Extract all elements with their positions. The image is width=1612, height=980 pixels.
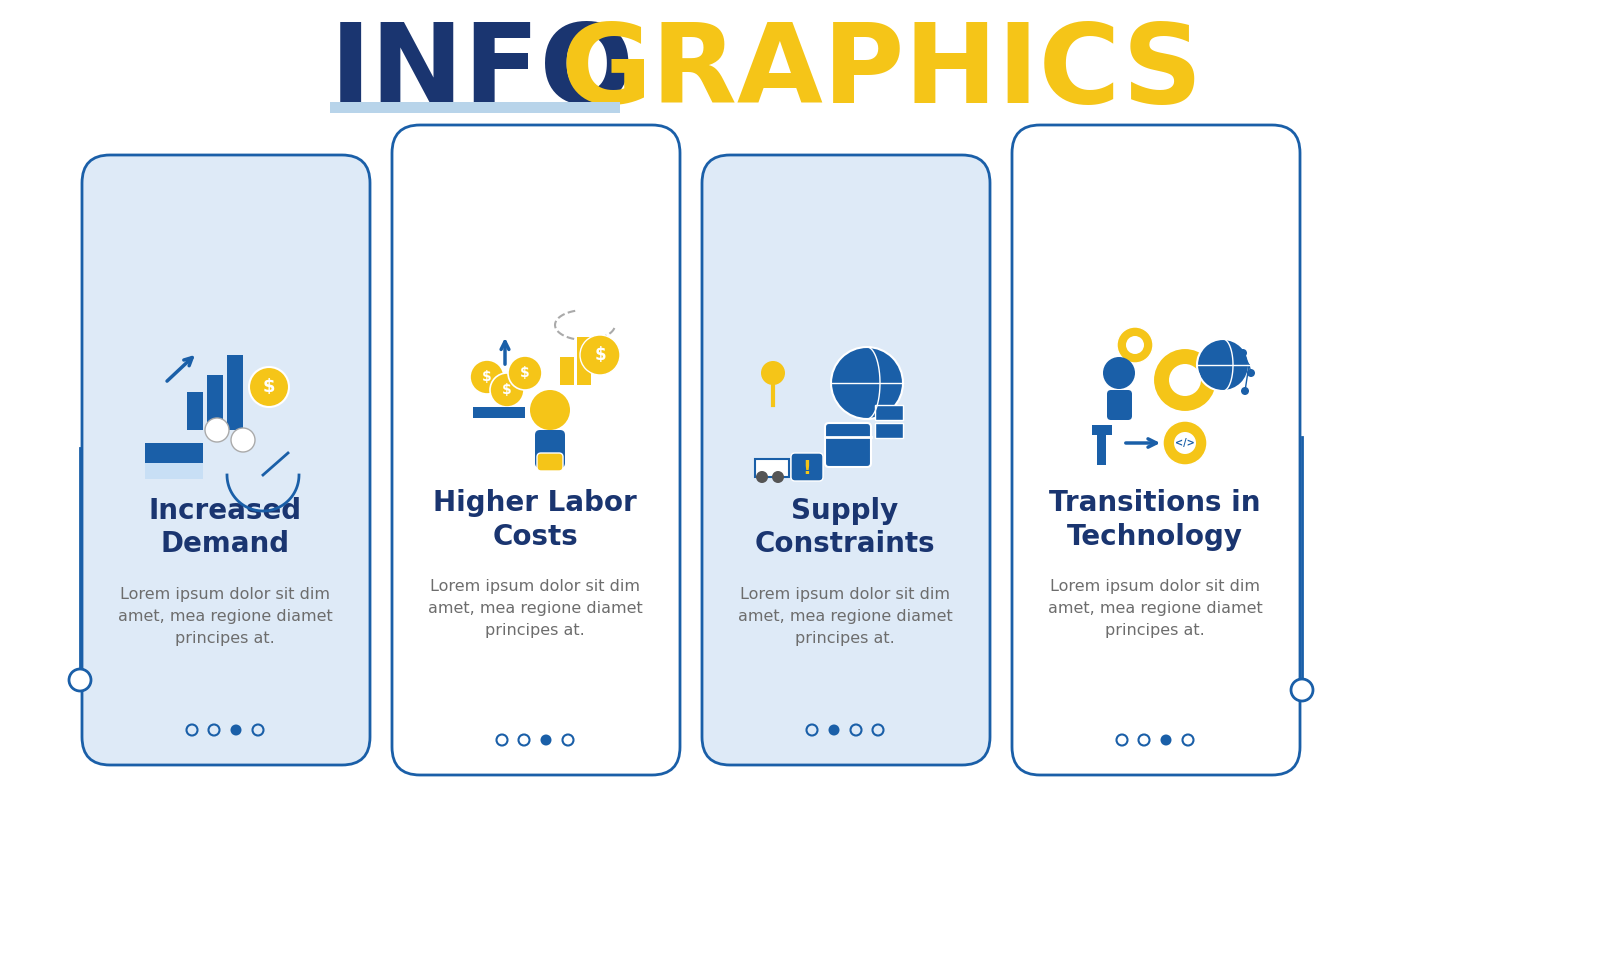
Circle shape xyxy=(69,669,90,691)
Bar xyxy=(145,463,203,479)
Text: $: $ xyxy=(595,346,606,364)
Bar xyxy=(875,423,903,438)
FancyBboxPatch shape xyxy=(535,430,564,468)
FancyBboxPatch shape xyxy=(330,102,621,113)
Circle shape xyxy=(1103,357,1135,389)
Bar xyxy=(875,405,903,420)
Circle shape xyxy=(829,724,840,736)
Text: </>: </> xyxy=(1175,438,1194,448)
Circle shape xyxy=(1241,387,1249,395)
Bar xyxy=(472,407,526,418)
Circle shape xyxy=(1153,348,1217,412)
Circle shape xyxy=(248,367,289,407)
Bar xyxy=(577,337,592,385)
Bar xyxy=(227,355,243,430)
FancyBboxPatch shape xyxy=(1107,390,1132,420)
Circle shape xyxy=(580,335,621,375)
Circle shape xyxy=(772,471,783,483)
Text: Higher Labor
Costs: Higher Labor Costs xyxy=(434,489,637,551)
Circle shape xyxy=(1291,679,1314,701)
Text: GRAPHICS: GRAPHICS xyxy=(559,19,1203,125)
Circle shape xyxy=(1174,432,1196,454)
Text: $: $ xyxy=(482,370,492,384)
Circle shape xyxy=(231,428,255,452)
FancyBboxPatch shape xyxy=(82,155,371,765)
Text: $: $ xyxy=(501,383,513,397)
Text: Increased
Demand: Increased Demand xyxy=(148,497,301,558)
Text: $: $ xyxy=(521,366,530,380)
Circle shape xyxy=(756,471,767,483)
Circle shape xyxy=(1198,339,1249,391)
Bar xyxy=(206,375,222,430)
Bar xyxy=(559,357,574,385)
Circle shape xyxy=(832,347,903,419)
Circle shape xyxy=(205,418,229,442)
Circle shape xyxy=(1117,327,1153,363)
Bar xyxy=(754,459,788,477)
Bar xyxy=(187,392,203,430)
FancyBboxPatch shape xyxy=(392,125,680,775)
Text: Lorem ipsum dolor sit dim
amet, mea regione diamet
principes at.: Lorem ipsum dolor sit dim amet, mea regi… xyxy=(738,587,953,646)
FancyBboxPatch shape xyxy=(537,453,563,471)
Circle shape xyxy=(1127,336,1145,354)
FancyBboxPatch shape xyxy=(825,423,870,467)
Text: INFO: INFO xyxy=(330,19,635,125)
Circle shape xyxy=(471,360,505,394)
Text: Transitions in
Technology: Transitions in Technology xyxy=(1049,489,1261,551)
Bar xyxy=(1098,427,1106,465)
Circle shape xyxy=(540,734,551,746)
FancyBboxPatch shape xyxy=(1012,125,1299,775)
Text: !: ! xyxy=(803,459,811,477)
Text: $: $ xyxy=(263,378,276,396)
Circle shape xyxy=(1169,364,1201,396)
Circle shape xyxy=(1162,421,1207,465)
Circle shape xyxy=(231,724,242,736)
FancyBboxPatch shape xyxy=(701,155,990,765)
Circle shape xyxy=(508,356,542,390)
Text: Lorem ipsum dolor sit dim
amet, mea regione diamet
principes at.: Lorem ipsum dolor sit dim amet, mea regi… xyxy=(1048,579,1262,638)
Circle shape xyxy=(530,390,571,430)
Circle shape xyxy=(1248,369,1256,377)
Circle shape xyxy=(490,373,524,407)
Bar xyxy=(1091,425,1112,435)
Text: Lorem ipsum dolor sit dim
amet, mea regione diamet
principes at.: Lorem ipsum dolor sit dim amet, mea regi… xyxy=(118,587,332,646)
Bar xyxy=(145,443,203,463)
Text: Lorem ipsum dolor sit dim
amet, mea regione diamet
principes at.: Lorem ipsum dolor sit dim amet, mea regi… xyxy=(427,579,642,638)
Circle shape xyxy=(1240,349,1248,357)
Circle shape xyxy=(1161,734,1172,746)
Text: Supply
Constraints: Supply Constraints xyxy=(754,497,935,558)
FancyBboxPatch shape xyxy=(791,453,824,481)
Circle shape xyxy=(761,361,785,385)
